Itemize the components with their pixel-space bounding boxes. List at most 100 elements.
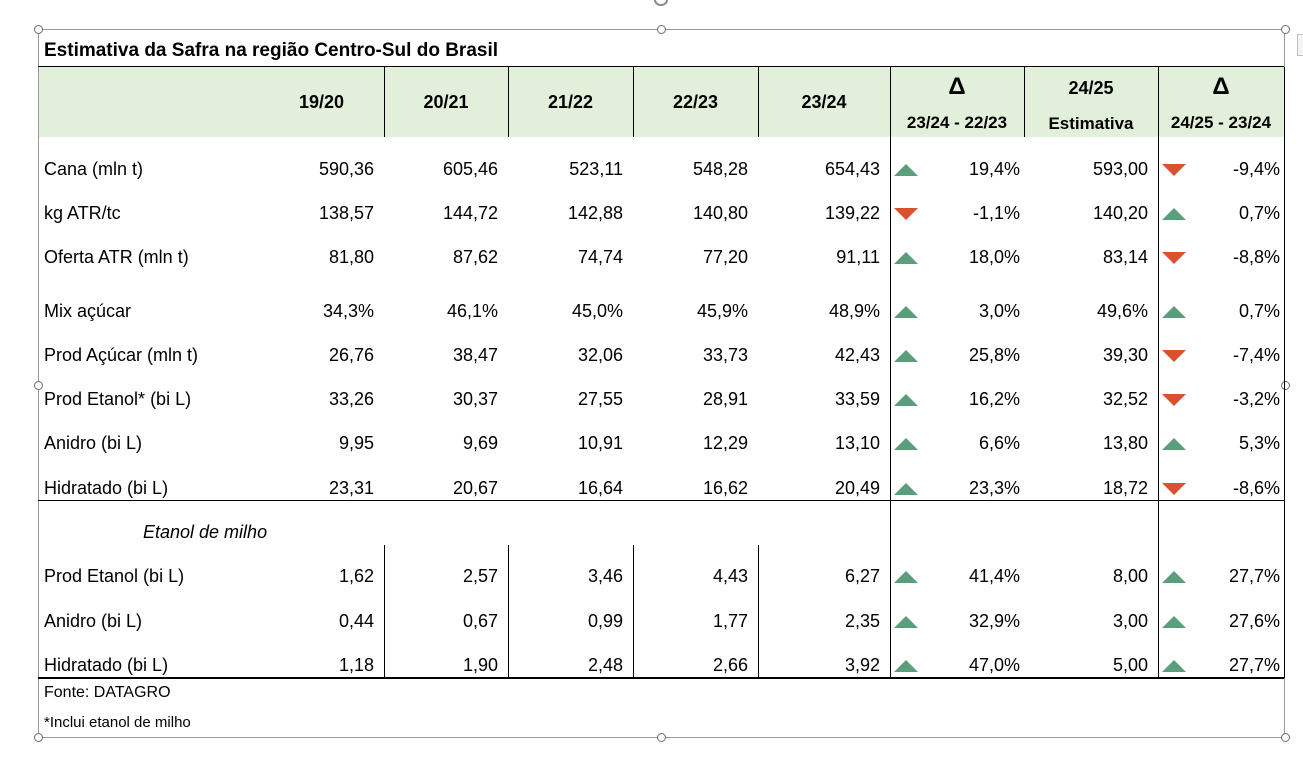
- col-header-2223: 22/23: [672, 92, 719, 112]
- resize-handle-top[interactable]: [657, 25, 666, 34]
- row-label: Hidratado (bi L): [44, 478, 169, 498]
- resize-handle-right[interactable]: [1281, 381, 1290, 390]
- table-cell: 12,29: [702, 433, 748, 453]
- estimate-label: Estimativa: [1048, 114, 1134, 133]
- delta-cell: -8,6%: [1232, 478, 1280, 498]
- resize-handle-bottom-left[interactable]: [34, 733, 43, 742]
- col-divider: [633, 67, 634, 137]
- table-cell: 2,57: [462, 566, 498, 586]
- row-label: Oferta ATR (mln t): [44, 247, 189, 267]
- table-cell: 2,66: [712, 655, 748, 675]
- table-cell: 4,43: [712, 566, 748, 586]
- table-bottom-rule: [38, 677, 1284, 679]
- row-label: Anidro (bi L): [44, 611, 143, 631]
- table-cell: 654,43: [824, 159, 880, 179]
- estimate-cell: 49,6%: [1096, 301, 1148, 321]
- table-cell: 605,46: [442, 159, 498, 179]
- arrow-up-icon: [894, 660, 918, 672]
- table-cell: 91,11: [836, 247, 880, 267]
- delta-cell: 18,0%: [968, 247, 1020, 267]
- table-cell: 9,69: [462, 433, 498, 453]
- table-cell: 1,90: [462, 655, 498, 675]
- resize-handle-top-right[interactable]: [1281, 25, 1290, 34]
- delta-cell: 27,6%: [1228, 611, 1280, 631]
- table-cell: 20,49: [834, 478, 880, 498]
- delta-cell: -9,4%: [1232, 159, 1280, 179]
- delta-cell: 0,7%: [1238, 203, 1280, 223]
- arrow-up-icon: [894, 350, 918, 362]
- table-cell: 0,44: [338, 611, 374, 631]
- delta-cell: 27,7%: [1228, 655, 1280, 675]
- table-cell: 27,55: [577, 389, 623, 409]
- col-divider: [890, 67, 891, 678]
- table-cell: 548,28: [692, 159, 748, 179]
- col-header-2425: 24/25: [1068, 78, 1114, 98]
- rotate-handle-icon[interactable]: [654, 0, 668, 6]
- delta-cell: -1,1%: [972, 203, 1020, 223]
- section-divider: [38, 500, 1284, 501]
- table-cell: 42,43: [834, 345, 880, 365]
- table-cell: 74,74: [577, 247, 623, 267]
- row-label: Cana (mln t): [44, 159, 144, 179]
- table-cell: 144,72: [442, 203, 498, 223]
- table-cell: 138,57: [318, 203, 374, 223]
- col-header-2324: 23/24: [801, 92, 847, 112]
- table-cell: 139,22: [824, 203, 880, 223]
- col-divider: [1024, 67, 1025, 137]
- resize-handle-bottom-right[interactable]: [1281, 733, 1290, 742]
- title-divider: [38, 66, 1284, 67]
- table-cell: 33,73: [702, 345, 748, 365]
- table-cell: 16,62: [702, 478, 748, 498]
- col-divider: [633, 545, 634, 678]
- arrow-up-icon: [894, 483, 918, 495]
- delta-cell: 0,7%: [1238, 301, 1280, 321]
- table-cell: 3,92: [844, 655, 880, 675]
- table-cell: 0,67: [462, 611, 498, 631]
- delta-cell: 19,4%: [968, 159, 1020, 179]
- layout-options-icon[interactable]: [1297, 34, 1303, 56]
- arrow-down-icon: [1162, 252, 1186, 264]
- arrow-up-icon: [1162, 616, 1186, 628]
- col-header-2122: 21/22: [547, 92, 594, 112]
- resize-handle-left[interactable]: [34, 381, 43, 390]
- col-divider: [508, 545, 509, 678]
- col-divider: [1284, 67, 1285, 678]
- estimate-cell: 13,80: [1102, 433, 1148, 453]
- delta-symbol: Δ: [948, 73, 966, 100]
- table-cell: 2,35: [844, 611, 880, 631]
- delta-cell: 32,9%: [968, 611, 1020, 631]
- estimate-cell: 83,14: [1102, 247, 1148, 267]
- delta-cell: -3,2%: [1232, 389, 1280, 409]
- arrow-up-icon: [894, 438, 918, 450]
- estimate-cell: 140,20: [1092, 203, 1148, 223]
- arrow-down-icon: [1162, 164, 1186, 176]
- table-cell: 3,46: [587, 566, 623, 586]
- table-cell: 32,06: [577, 345, 623, 365]
- arrow-up-icon: [1162, 306, 1186, 318]
- arrow-up-icon: [894, 306, 918, 318]
- delta-cell: 3,0%: [978, 301, 1020, 321]
- arrow-up-icon: [1162, 571, 1186, 583]
- table-cell: 46,1%: [446, 301, 498, 321]
- table-cell: 81,80: [328, 247, 374, 267]
- table-cell: 45,9%: [696, 301, 748, 321]
- row-label: Prod Etanol (bi L): [44, 566, 185, 586]
- table-cell: 2,48: [587, 655, 623, 675]
- delta-range-2324: 23/24 - 22/23: [906, 113, 1008, 132]
- table-cell: 6,27: [844, 566, 880, 586]
- table-cell: 23,31: [328, 478, 374, 498]
- estimate-cell: 593,00: [1092, 159, 1148, 179]
- table-cell: 9,95: [338, 433, 374, 453]
- col-divider: [508, 67, 509, 137]
- table-cell: 20,67: [452, 478, 498, 498]
- resize-handle-top-left[interactable]: [34, 25, 43, 34]
- delta-cell: 5,3%: [1238, 433, 1280, 453]
- footnote: *Inclui etanol de milho: [44, 714, 191, 731]
- estimate-cell: 3,00: [1112, 611, 1148, 631]
- table-cell: 30,37: [452, 389, 498, 409]
- resize-handle-bottom[interactable]: [657, 733, 666, 742]
- table-cell: 45,0%: [571, 301, 623, 321]
- table-cell: 0,99: [587, 611, 623, 631]
- delta-symbol: Δ: [1212, 73, 1230, 100]
- source-note: Fonte: DATAGRO: [44, 684, 171, 701]
